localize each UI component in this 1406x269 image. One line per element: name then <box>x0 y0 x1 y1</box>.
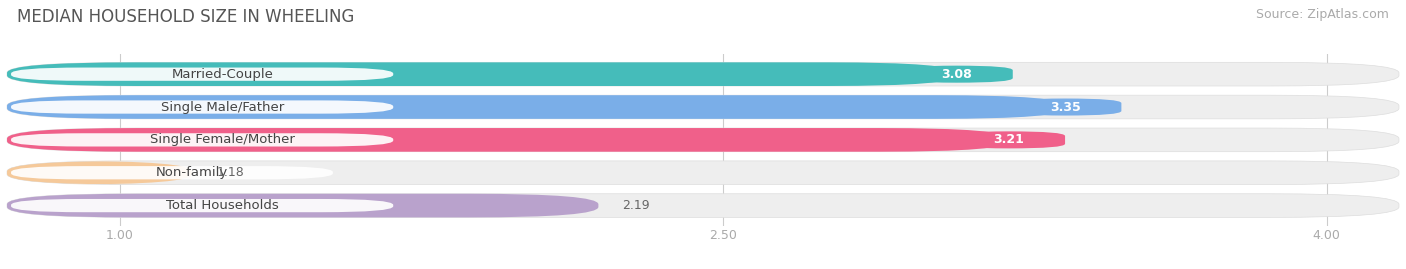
FancyBboxPatch shape <box>7 194 599 217</box>
FancyBboxPatch shape <box>7 95 1066 119</box>
FancyBboxPatch shape <box>7 161 193 185</box>
FancyBboxPatch shape <box>7 95 1399 119</box>
Text: Source: ZipAtlas.com: Source: ZipAtlas.com <box>1256 8 1389 21</box>
FancyBboxPatch shape <box>7 62 1399 86</box>
FancyBboxPatch shape <box>11 166 333 179</box>
Text: Single Male/Father: Single Male/Father <box>160 101 284 114</box>
Text: 3.35: 3.35 <box>1050 101 1080 114</box>
FancyBboxPatch shape <box>11 133 394 147</box>
FancyBboxPatch shape <box>952 131 1066 148</box>
Text: Total Households: Total Households <box>166 199 278 212</box>
FancyBboxPatch shape <box>7 62 956 86</box>
FancyBboxPatch shape <box>900 66 1012 83</box>
Text: 3.08: 3.08 <box>941 68 972 81</box>
Text: Single Female/Mother: Single Female/Mother <box>150 133 295 146</box>
Text: MEDIAN HOUSEHOLD SIZE IN WHEELING: MEDIAN HOUSEHOLD SIZE IN WHEELING <box>17 8 354 26</box>
FancyBboxPatch shape <box>11 68 394 81</box>
FancyBboxPatch shape <box>7 161 1399 185</box>
FancyBboxPatch shape <box>7 194 1399 217</box>
FancyBboxPatch shape <box>1008 98 1122 116</box>
FancyBboxPatch shape <box>11 199 394 212</box>
FancyBboxPatch shape <box>11 100 394 114</box>
FancyBboxPatch shape <box>7 128 1008 152</box>
Text: 1.18: 1.18 <box>217 166 245 179</box>
Text: 3.21: 3.21 <box>993 133 1024 146</box>
Text: Non-family: Non-family <box>156 166 228 179</box>
Text: 2.19: 2.19 <box>623 199 650 212</box>
FancyBboxPatch shape <box>7 128 1399 152</box>
Text: Married-Couple: Married-Couple <box>172 68 273 81</box>
